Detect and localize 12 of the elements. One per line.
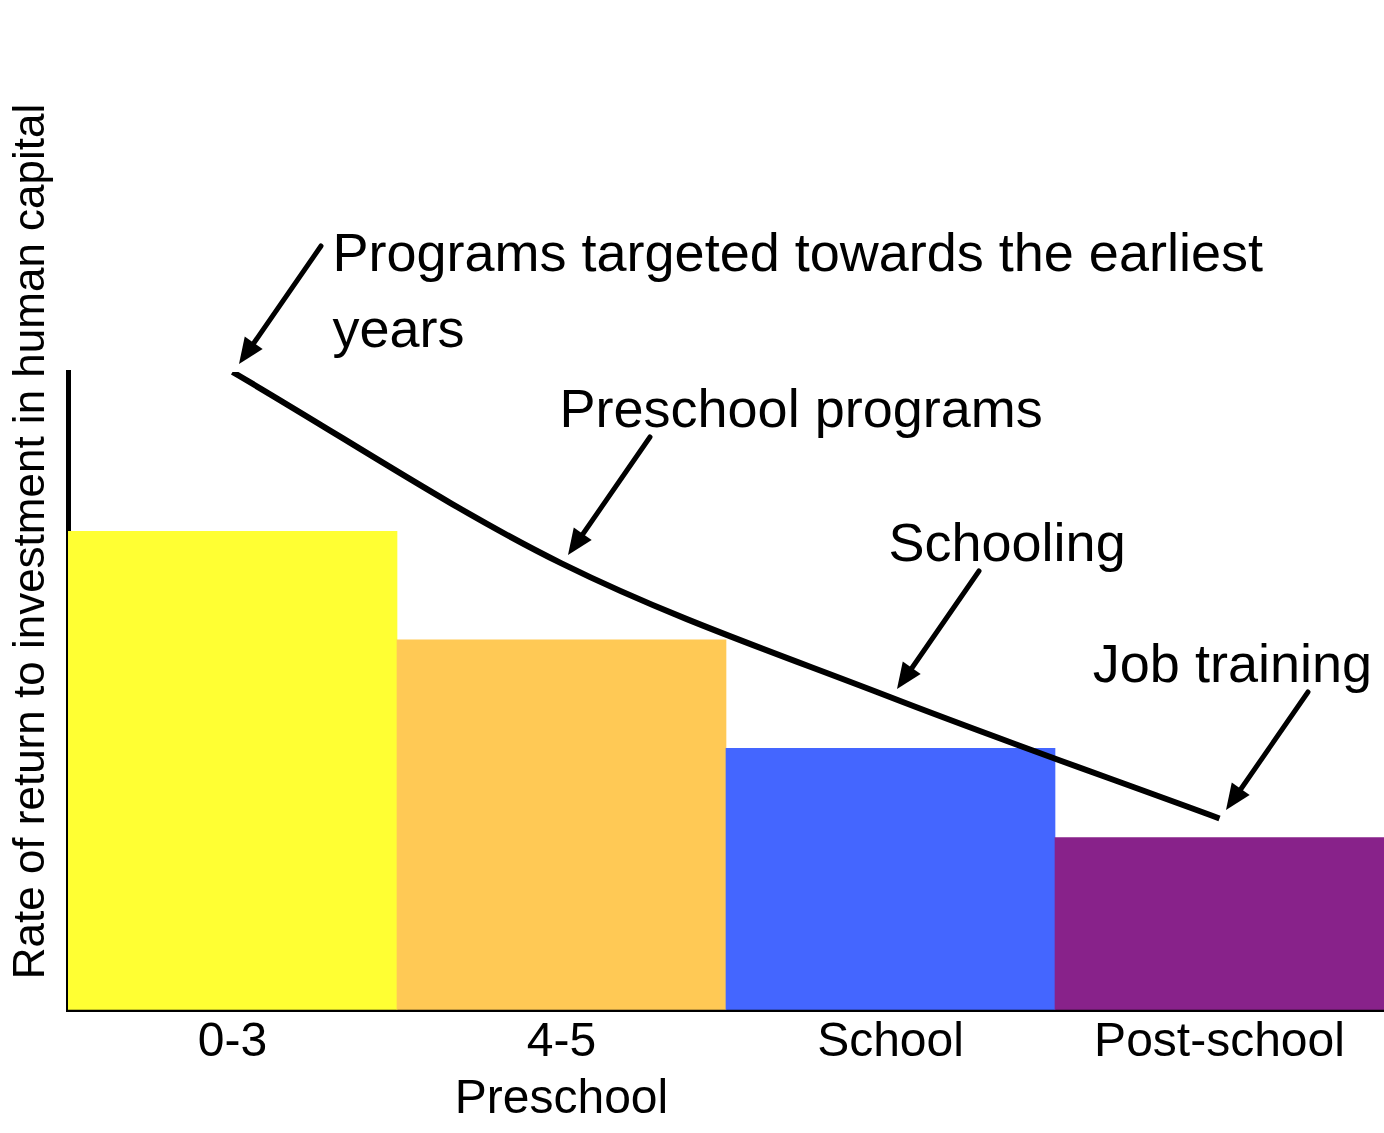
bar bbox=[396, 639, 727, 1010]
bar bbox=[1054, 837, 1384, 1010]
annotation: Preschool programs bbox=[559, 378, 1043, 439]
x-tick-label: 4-5 Preschool bbox=[454, 1012, 669, 1124]
x-tick-label: School bbox=[817, 1012, 964, 1066]
y-axis-title: Rate of return to investment in human capital bbox=[4, 103, 54, 980]
x-tick-label: Post-school bbox=[1094, 1012, 1345, 1066]
bar bbox=[725, 747, 1056, 1010]
x-tick-label: 0-3 bbox=[197, 1012, 268, 1066]
annotation: Programs targeted towards the earliest years bbox=[332, 222, 1263, 358]
annotation: Job training bbox=[1092, 633, 1373, 694]
annotation: Schooling bbox=[888, 512, 1126, 573]
